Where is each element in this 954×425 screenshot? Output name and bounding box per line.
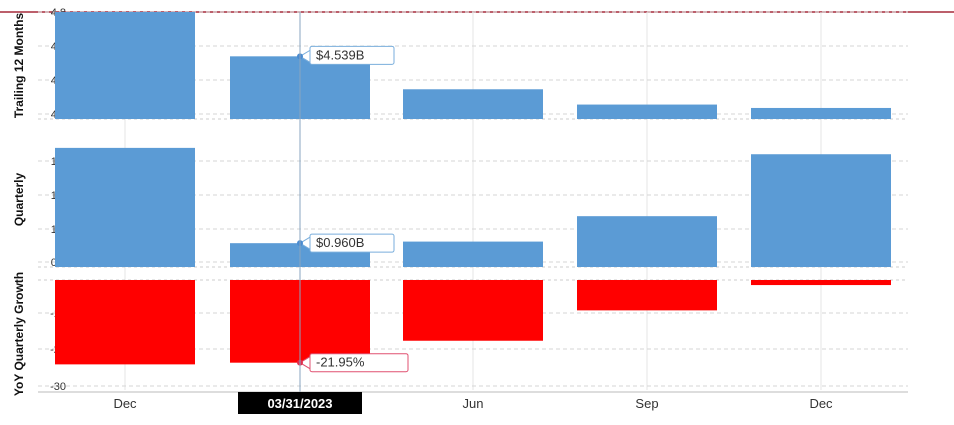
x-tick-label: Dec — [113, 396, 137, 411]
panel-1: 4.24.44.64.8Trailing 12 Months$4.539B — [12, 7, 908, 121]
bar — [577, 216, 717, 267]
y-axis-label: YoY Quarterly Growth — [12, 272, 26, 396]
bar — [55, 12, 195, 119]
y-tick-label: -30 — [50, 381, 66, 393]
y-axis-label: Trailing 12 Months — [12, 13, 26, 119]
bar — [751, 154, 891, 267]
bar — [577, 280, 717, 311]
x-tick-label: Sep — [635, 396, 658, 411]
bar — [577, 104, 717, 119]
tooltip-box — [309, 233, 395, 253]
tooltip-box — [309, 45, 395, 65]
bar — [751, 107, 891, 119]
x-tick-label: Jun — [463, 396, 484, 411]
bar — [403, 280, 543, 341]
panel-2: 0.91.01.11.2Quarterly$0.960B — [12, 147, 908, 269]
tooltip-label: $0.960B — [316, 235, 364, 250]
y-axis-label: Quarterly — [12, 172, 26, 226]
tooltip-label: $4.539B — [316, 47, 364, 62]
bar — [55, 280, 195, 365]
bar — [55, 147, 195, 267]
bar — [403, 89, 543, 119]
crosshair-date-label: 03/31/2023 — [267, 396, 332, 411]
tooltip-box — [309, 353, 409, 373]
bar — [751, 280, 891, 286]
tooltip-label: -21.95% — [316, 355, 365, 370]
x-tick-label: Dec — [809, 396, 833, 411]
bar — [403, 241, 543, 267]
crosshair-date-box — [238, 392, 362, 414]
